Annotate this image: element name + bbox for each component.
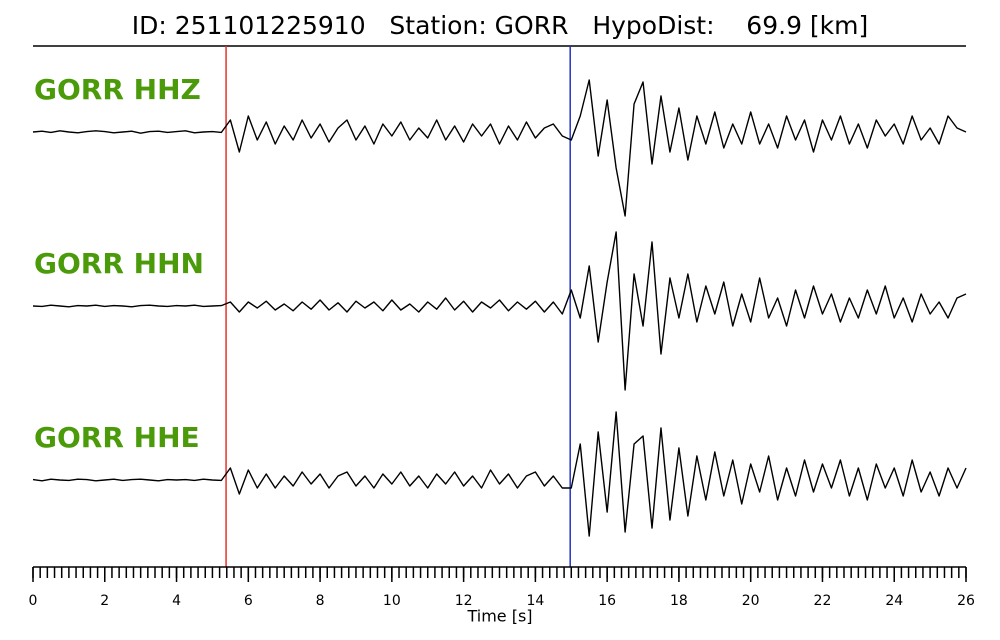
x-tick-label: 2 [100,593,109,609]
x-axis-label: Time [s] [466,607,532,626]
x-tick-label: 4 [172,593,181,609]
x-tick-label: 10 [383,593,401,609]
trace-label: GORR HHN [34,247,204,280]
x-tick-label: 18 [670,593,688,609]
x-tick-label: 16 [598,593,616,609]
x-tick-label: 12 [455,593,473,609]
x-tick-label: 22 [814,593,832,609]
x-tick-label: 26 [957,593,975,609]
x-tick-label: 6 [244,593,253,609]
waveform [32,79,967,217]
x-tick-label: 24 [885,593,903,609]
x-tick-label: 14 [526,593,544,609]
trace-label: GORR HHE [34,421,200,454]
waveform [32,231,967,391]
trace-label: GORR HHZ [34,73,201,106]
x-tick-label: 0 [29,593,38,609]
waveform [32,411,967,537]
x-tick-label: 8 [316,593,325,609]
chart-title: ID: 251101225910 Station: GORR HypoDist:… [132,11,869,40]
x-tick-label: 20 [742,593,760,609]
